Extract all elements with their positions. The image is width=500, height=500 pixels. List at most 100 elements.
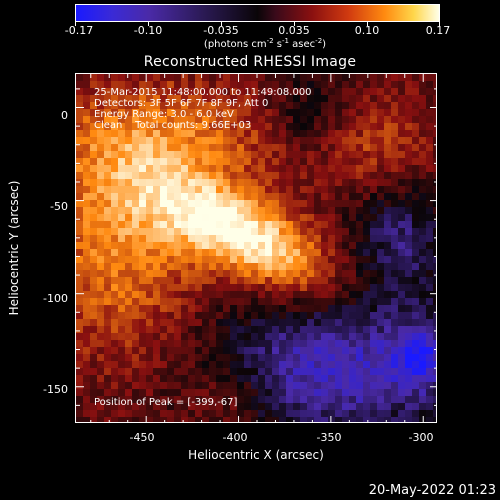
heatmap-cell — [363, 242, 370, 249]
heatmap-cell — [377, 88, 384, 95]
heatmap-cell — [356, 137, 363, 144]
heatmap-cell — [111, 396, 118, 403]
heatmap-cell — [111, 137, 118, 144]
heatmap-cell — [405, 186, 412, 193]
heatmap-cell — [300, 235, 307, 242]
heatmap-cell — [174, 242, 181, 249]
heatmap-cell — [307, 249, 314, 256]
heatmap-cell — [181, 116, 188, 123]
heatmap-cell — [139, 102, 146, 109]
heatmap-cell — [342, 298, 349, 305]
heatmap-cell — [251, 214, 258, 221]
heatmap-cell — [335, 137, 342, 144]
heatmap-cell — [209, 88, 216, 95]
heatmap-cell — [370, 340, 377, 347]
heatmap-cell — [398, 326, 405, 333]
heatmap-cell — [188, 319, 195, 326]
heatmap-cell — [104, 291, 111, 298]
heatmap-cell — [146, 186, 153, 193]
heatmap-cell — [258, 298, 265, 305]
heatmap-cell — [300, 81, 307, 88]
heatmap-cell — [412, 130, 419, 137]
heatmap-cell — [391, 263, 398, 270]
heatmap-cell — [265, 396, 272, 403]
heatmap-cell — [167, 291, 174, 298]
heatmap-cell — [146, 249, 153, 256]
heatmap-cell — [356, 277, 363, 284]
heatmap-cell — [83, 270, 90, 277]
heatmap-cell — [370, 263, 377, 270]
heatmap-cell — [433, 291, 436, 298]
heatmap-cell — [356, 193, 363, 200]
heatmap-cell — [237, 263, 244, 270]
heatmap-cell — [328, 88, 335, 95]
heatmap-cell — [377, 361, 384, 368]
heatmap-cell — [125, 102, 132, 109]
heatmap-cell — [125, 277, 132, 284]
y-tick-label: 0 — [61, 109, 68, 122]
heatmap-cell — [125, 116, 132, 123]
heatmap-cell — [258, 95, 265, 102]
heatmap-cell — [377, 242, 384, 249]
heatmap-cell — [188, 186, 195, 193]
heatmap-cell — [286, 340, 293, 347]
heatmap-cell — [181, 333, 188, 340]
heatmap-cell — [335, 74, 342, 81]
heatmap-cell — [104, 186, 111, 193]
heatmap-cell — [419, 340, 426, 347]
heatmap-cell — [419, 214, 426, 221]
heatmap-cell — [356, 326, 363, 333]
heatmap-cell — [272, 319, 279, 326]
heatmap-cell — [363, 193, 370, 200]
heatmap-cell — [300, 333, 307, 340]
heatmap-cell — [104, 277, 111, 284]
heatmap-cell — [433, 207, 436, 214]
heatmap-cell — [328, 116, 335, 123]
heatmap-cell — [433, 200, 436, 207]
heatmap-cell — [370, 144, 377, 151]
heatmap-cell — [335, 102, 342, 109]
heatmap-cell — [314, 319, 321, 326]
heatmap-cell — [335, 158, 342, 165]
heatmap-cell — [195, 186, 202, 193]
heatmap-cell — [132, 382, 139, 389]
heatmap-cell — [398, 256, 405, 263]
heatmap-cell — [300, 158, 307, 165]
heatmap-cell — [118, 298, 125, 305]
heatmap-cell — [279, 277, 286, 284]
heatmap-cell — [188, 347, 195, 354]
heatmap-cell — [391, 270, 398, 277]
heatmap-cell — [160, 333, 167, 340]
heatmap-cell — [83, 375, 90, 382]
heatmap-cell — [300, 263, 307, 270]
heatmap-cell — [286, 221, 293, 228]
heatmap-cell — [314, 172, 321, 179]
heatmap-cell — [230, 88, 237, 95]
heatmap-cell — [265, 116, 272, 123]
heatmap-cell — [139, 228, 146, 235]
heatmap-cell — [118, 158, 125, 165]
heatmap-cell — [272, 333, 279, 340]
heatmap-cell — [384, 186, 391, 193]
heatmap-cell — [237, 312, 244, 319]
heatmap-cell — [412, 88, 419, 95]
heatmap-cell — [363, 382, 370, 389]
heatmap-cell — [272, 207, 279, 214]
heatmap-cell — [111, 403, 118, 410]
heatmap-cell — [384, 319, 391, 326]
heatmap-cell — [363, 319, 370, 326]
heatmap-cell — [293, 102, 300, 109]
heatmap-cell — [104, 403, 111, 410]
heatmap-cell — [174, 179, 181, 186]
heatmap-cell — [97, 410, 104, 417]
heatmap-cell — [251, 263, 258, 270]
heatmap-cell — [237, 375, 244, 382]
heatmap-cell — [244, 81, 251, 88]
heatmap-cell — [293, 312, 300, 319]
heatmap-cell — [76, 207, 83, 214]
heatmap-cell — [125, 291, 132, 298]
heatmap-cell — [286, 151, 293, 158]
heatmap-cell — [223, 368, 230, 375]
heatmap-cell — [146, 88, 153, 95]
heatmap-cell — [335, 417, 342, 422]
